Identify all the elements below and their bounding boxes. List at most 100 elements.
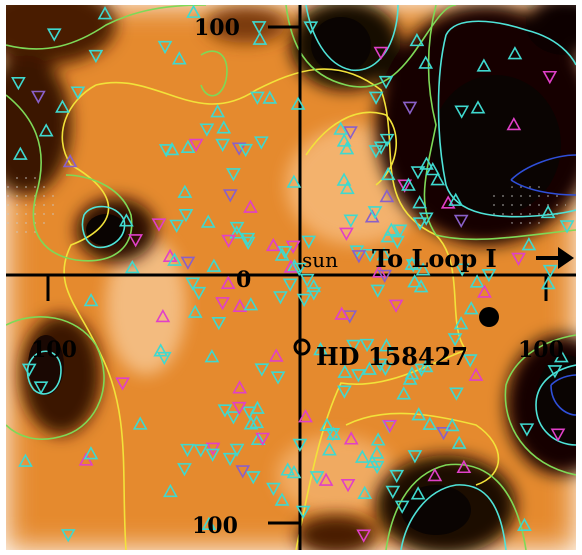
up-triangle-marker [243, 416, 259, 430]
up-triangle-marker [286, 174, 302, 188]
down-triangle-marker [454, 105, 470, 119]
arrow-right-icon [536, 247, 574, 269]
down-triangle-marker [299, 273, 315, 288]
down-triangle-marker [255, 432, 271, 446]
down-triangle-marker [231, 401, 247, 416]
up-triangle-marker [229, 225, 245, 239]
up-triangle-marker [132, 416, 148, 430]
down-triangle-marker [436, 426, 451, 441]
down-triangle-marker [394, 500, 410, 514]
down-triangle-marker [70, 86, 86, 100]
up-triangle-marker [298, 409, 313, 423]
down-triangle-marker [157, 40, 173, 55]
down-triangle-marker [222, 452, 238, 467]
down-triangle-marker [295, 505, 311, 519]
down-triangle-marker [296, 293, 312, 307]
down-triangle-marker [368, 91, 384, 105]
down-triangle-marker [542, 70, 558, 85]
up-triangle-marker [232, 298, 248, 312]
up-triangle-marker [540, 204, 556, 219]
up-triangle-marker [404, 366, 420, 380]
up-triangle-marker [319, 417, 335, 432]
up-triangle-marker [425, 162, 441, 176]
up-triangle-marker [55, 99, 70, 113]
down-triangle-marker [226, 411, 241, 425]
up-triangle-marker [334, 306, 350, 320]
up-triangle-marker [521, 237, 537, 251]
up-triangle-marker [83, 292, 99, 307]
up-triangle-marker [171, 51, 187, 65]
up-triangle-marker [38, 123, 54, 137]
down-triangle-marker [245, 471, 261, 485]
down-triangle-marker [414, 363, 429, 377]
up-triangle-marker [333, 121, 349, 135]
up-triangle-marker [470, 100, 486, 114]
down-triangle-marker [412, 217, 428, 231]
up-triangle-marker [409, 32, 425, 47]
down-triangle-marker [266, 482, 281, 497]
down-triangle-marker [158, 144, 174, 158]
up-triangle-marker [306, 278, 321, 293]
down-triangle-marker [229, 221, 245, 236]
up-triangle-marker [243, 199, 258, 213]
down-triangle-marker [226, 168, 241, 182]
up-triangle-marker [343, 431, 359, 445]
up-triangle-marker [177, 184, 193, 198]
down-triangle-marker [30, 90, 46, 104]
down-triangle-marker [303, 21, 319, 35]
down-triangle-marker [511, 252, 526, 267]
down-triangle-marker [253, 136, 269, 150]
up-triangle-marker [200, 214, 216, 228]
down-triangle-marker [301, 235, 317, 249]
down-triangle-marker [177, 463, 192, 477]
down-triangle-marker [388, 299, 404, 313]
down-triangle-marker [392, 224, 408, 238]
star-origin-marker [293, 338, 311, 356]
up-triangle-marker [357, 485, 373, 499]
up-triangle-marker [119, 213, 134, 227]
up-triangle-marker [380, 166, 396, 181]
down-triangle-marker [178, 209, 194, 223]
up-triangle-marker [362, 361, 377, 375]
up-triangle-marker [268, 348, 284, 362]
down-triangle-marker [343, 126, 358, 140]
up-triangle-marker [322, 442, 337, 456]
up-triangle-marker [407, 274, 422, 288]
down-triangle-marker [217, 404, 233, 418]
down-triangle-marker [370, 284, 386, 298]
up-triangle-marker [430, 172, 446, 186]
up-triangle-marker [354, 449, 370, 463]
down-triangle-marker [221, 234, 236, 248]
up-triangle-marker [540, 276, 556, 290]
down-triangle-marker [238, 143, 254, 158]
down-triangle-marker [385, 485, 401, 500]
up-triangle-marker [453, 316, 469, 330]
up-triangle-marker [83, 446, 99, 460]
down-triangle-marker [11, 77, 26, 91]
up-triangle-marker [477, 284, 492, 298]
down-triangle-marker [343, 214, 359, 228]
down-triangle-marker [346, 339, 361, 354]
up-triangle-marker [18, 453, 33, 467]
down-triangle-marker [309, 471, 325, 485]
up-triangle-marker [180, 139, 196, 153]
up-triangle-marker [163, 483, 178, 498]
down-triangle-marker [240, 236, 256, 250]
up-triangle-marker [476, 58, 492, 72]
density-map: 100 100 100 100 0 sun To Loop I HD 15842… [6, 5, 576, 550]
down-triangle-marker [128, 234, 144, 248]
down-triangle-marker [199, 123, 215, 137]
up-triangle-marker [206, 258, 222, 272]
sun-label: sun [302, 248, 338, 272]
down-triangle-marker [169, 219, 185, 233]
up-triangle-marker [97, 6, 113, 20]
up-triangle-marker [506, 116, 522, 131]
down-triangle-marker [340, 479, 356, 493]
up-triangle-marker [410, 486, 426, 500]
down-triangle-marker [21, 363, 37, 377]
to-loop-label: To Loop I [372, 244, 497, 273]
up-triangle-marker [369, 445, 385, 459]
down-triangle-marker [369, 460, 385, 475]
up-triangle-marker [415, 262, 431, 276]
top-tick-label: 100 [194, 15, 240, 41]
